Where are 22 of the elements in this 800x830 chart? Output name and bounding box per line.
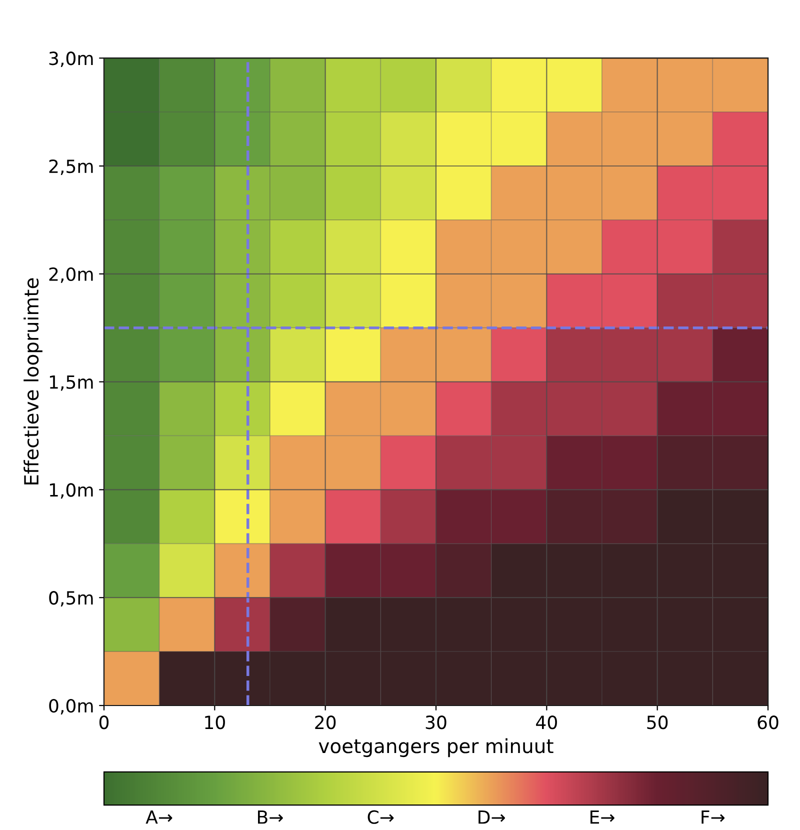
y-axis-title: Effectieve loopruimte	[24, 278, 42, 484]
y-tick-label: 0,0m	[49, 698, 93, 714]
y-tick-label: 1,0m	[50, 483, 93, 499]
color-bar-label: A→	[146, 810, 172, 824]
y-tick-label: 3,0m	[49, 52, 93, 68]
y-tick-label: 2,0m	[49, 267, 93, 283]
y-tick-label: 2,5m	[49, 159, 93, 175]
y-tick-label: 1,5m	[50, 375, 93, 391]
x-tick-label: 20	[315, 716, 336, 730]
color-bar-label: C→	[368, 810, 394, 824]
x-tick-label: 10	[205, 716, 225, 730]
x-tick-label: 50	[647, 716, 668, 730]
x-tick-label: 0	[99, 716, 109, 730]
color-bar-label: F→	[702, 810, 725, 824]
y-tick-label: 0,5m	[49, 591, 93, 607]
color-bar-label: E→	[590, 810, 614, 824]
x-tick-label: 30	[426, 716, 446, 730]
color-bar-label: B→	[258, 810, 283, 824]
x-tick-label: 40	[536, 716, 557, 730]
color-bar-label: D→	[478, 810, 505, 824]
x-axis-title: voetgangers per minuut	[318, 738, 554, 758]
x-tick-label: 60	[758, 716, 778, 730]
